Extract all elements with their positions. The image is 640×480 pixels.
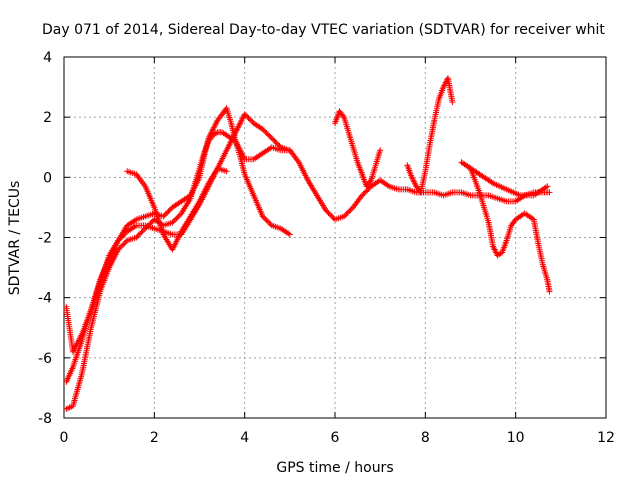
series-track-8 [463,162,551,199]
series-track-2 [63,105,293,385]
series-track-7 [458,159,553,295]
y-axis-label: SDTVAR / TECUs [7,181,23,296]
x-tick-label: 2 [150,430,159,446]
grid [64,57,606,418]
x-tick-label: 0 [60,430,69,446]
y-tick-label: -8 [38,411,52,427]
x-tick-label: 12 [597,430,615,446]
series-track-1 [63,129,553,412]
data-points [332,108,384,190]
data-points [63,129,553,412]
x-axis-label: GPS time / hours [276,460,393,476]
y-tick-label: 4 [43,50,52,66]
data-points [404,75,456,196]
series-track-5 [332,108,384,190]
x-tick-label: 6 [331,430,340,446]
y-tick-label: -2 [38,231,52,247]
data-points [463,162,551,199]
data-points [458,159,553,295]
y-tick-label: 0 [43,170,52,186]
data-points [63,105,293,385]
y-tick-label: -4 [38,291,52,307]
x-tick-label: 8 [421,430,430,446]
y-tick-label: 2 [43,110,52,126]
series-track-4 [124,165,230,253]
series-layer [63,75,553,412]
axis-ticks: 0 2 4 6 8 10 12 -8 -6 -4 -2 0 2 4 [38,50,615,446]
x-tick-label: 4 [240,430,249,446]
series-track-6 [404,75,456,196]
data-points [124,165,230,253]
y-tick-label: -6 [38,351,52,367]
chart-title: Day 071 of 2014, Sidereal Day-to-day VTE… [42,22,605,38]
x-tick-label: 10 [507,430,525,446]
